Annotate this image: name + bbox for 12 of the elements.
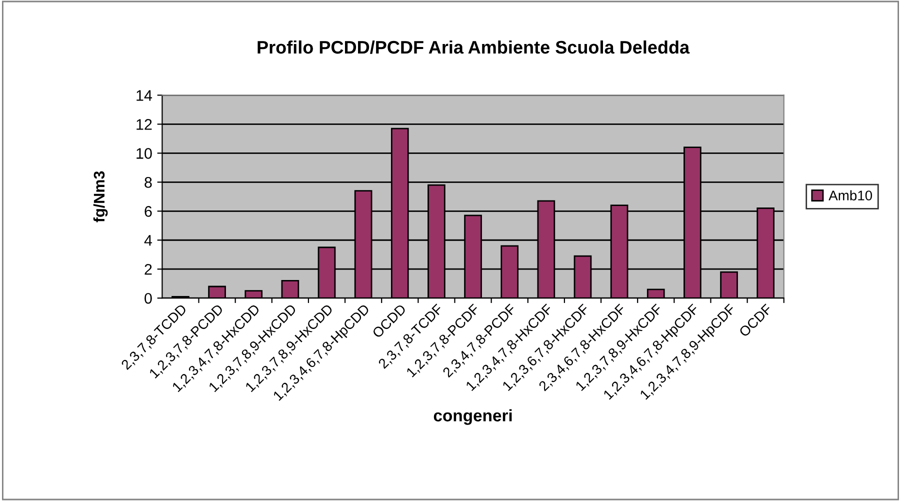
x-axis-title: congeneri [434, 409, 512, 425]
chart-title: Profilo PCDD/PCDF Aria Ambiente Scuola Deledda [258, 40, 690, 54]
y-tick-label: 10 [136, 148, 152, 159]
y-tick-label: 0 [144, 292, 152, 304]
y-tick-label: 12 [136, 119, 152, 130]
y-axis-title: fg/Nm3 [93, 171, 108, 222]
y-tick-label: 4 [144, 235, 152, 246]
y-tick-label: 8 [144, 177, 152, 188]
y-tick-label: 14 [136, 90, 152, 101]
y-tick-label: 6 [144, 206, 152, 217]
y-tick-label: 2 [144, 264, 152, 275]
legend-label: Amb10 [828, 190, 872, 200]
